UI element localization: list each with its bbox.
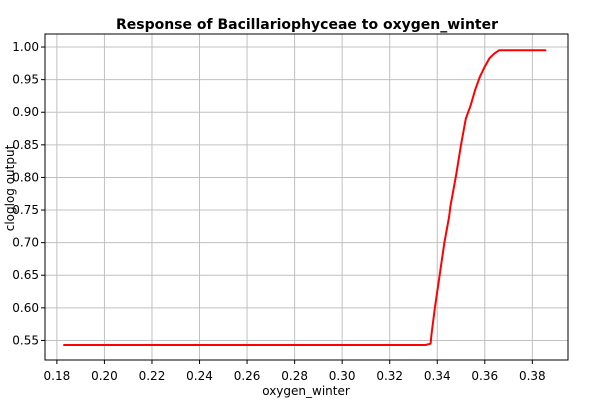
y-tick-label: 0.95	[12, 73, 39, 87]
response-curve	[63, 49, 547, 346]
x-axis-label: oxygen_winter	[262, 384, 350, 398]
y-tick-label: 0.85	[12, 138, 39, 152]
y-tick-label: 0.55	[12, 333, 39, 347]
x-tick-label: 0.30	[329, 369, 356, 383]
y-tick-label: 0.60	[12, 301, 39, 315]
x-tick-label: 0.34	[424, 369, 451, 383]
x-tick-label: 0.26	[234, 369, 261, 383]
x-tick-label: 0.32	[376, 369, 403, 383]
x-tick-label: 0.38	[519, 369, 546, 383]
y-tick-label: 0.80	[12, 170, 39, 184]
y-axis-label: cloglog output	[3, 144, 17, 231]
x-axis: 0.18 0.20 0.22 0.24 0.26 0.28 0.30 0.32 0.34 0.36…	[44, 360, 546, 383]
y-tick-label: 0.70	[12, 236, 39, 250]
y-tick-label: 0.75	[12, 203, 39, 217]
x-tick-label: 0.22	[139, 369, 166, 383]
x-tick-label: 0.24	[186, 369, 213, 383]
plot-frame	[44, 33, 569, 361]
y-tick-label: 0.90	[12, 105, 39, 119]
y-tick-label: 0.65	[12, 268, 39, 282]
series-layer	[63, 49, 547, 346]
grid	[45, 34, 568, 360]
chart-title: Response of Bacillariophyceae to oxygen_…	[116, 17, 498, 33]
x-tick-label: 0.18	[44, 369, 71, 383]
x-tick-label: 0.20	[91, 369, 118, 383]
y-tick-label: 1.00	[12, 40, 39, 54]
y-axis: 0.55 0.60 0.65 0.70 0.75 0.80 0.85 0.90 0.95 1.00	[12, 40, 45, 347]
x-tick-label: 0.28	[281, 369, 308, 383]
x-tick-label: 0.36	[471, 369, 498, 383]
